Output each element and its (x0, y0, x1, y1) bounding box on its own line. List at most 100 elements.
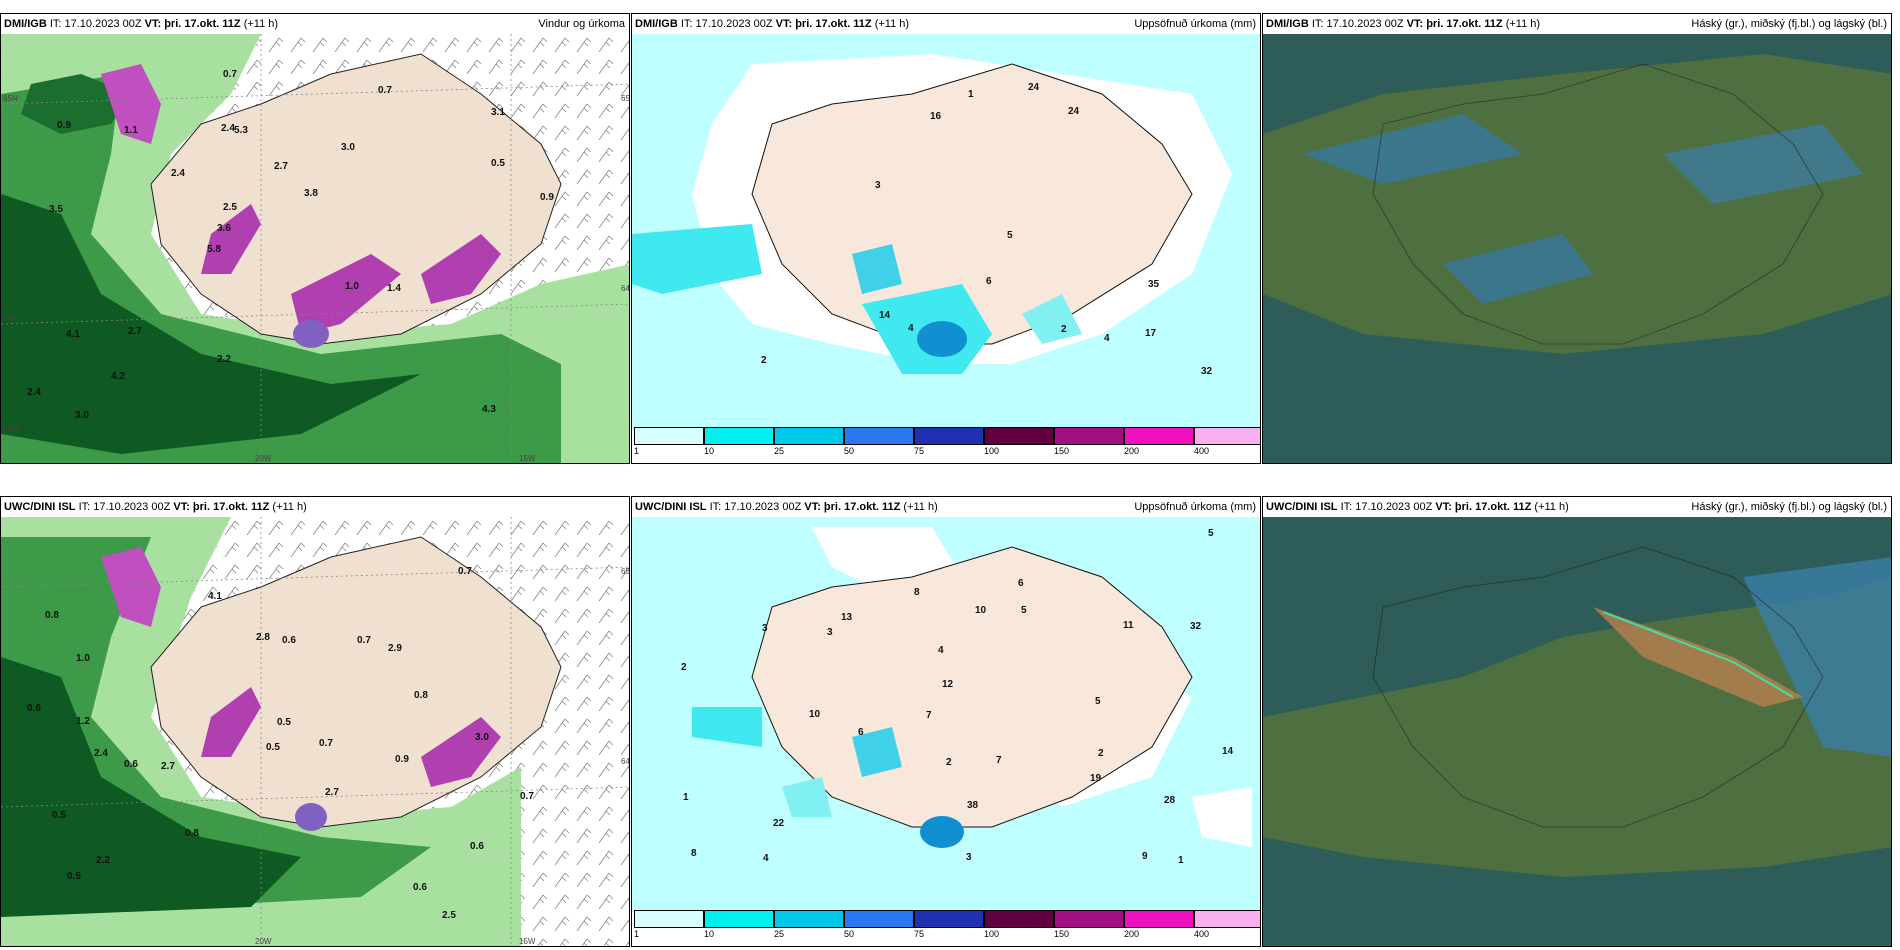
map-value-label: 1 (968, 89, 974, 100)
colorbar-tick-label: 25 (774, 446, 785, 456)
map-value-label: 2.7 (274, 161, 288, 172)
map-value-label: 5.8 (207, 244, 221, 255)
colorbar-tick-label: 25 (774, 929, 785, 939)
valid-time: VT: þri. 17.okt. 11Z (804, 501, 901, 513)
panel-header: UWC/DINI ISL IT: 17.10.2023 00Z VT: þri.… (632, 497, 1260, 517)
map-value-label: 3.6 (217, 223, 231, 234)
map-value-label: 32 (1190, 621, 1202, 632)
map-value-label: 2.7 (325, 787, 339, 798)
colorbar-swatch (1194, 427, 1260, 445)
map-value-label: 1 (1178, 855, 1184, 866)
map-value-label: 4.1 (66, 329, 80, 340)
colorbar-swatch (844, 910, 914, 928)
valid-time: VT: þri. 17.okt. 11Z (775, 18, 872, 30)
lead-time: (+11 h) (272, 501, 307, 513)
colorbar-tick-label: 150 (1054, 446, 1070, 456)
colorbar-swatch (914, 427, 984, 445)
lon-label: 20W (255, 454, 272, 463)
init-time: IT: 17.10.2023 00Z (709, 501, 802, 513)
colorbar-swatch (1124, 427, 1194, 445)
valid-time: VT: þri. 17.okt. 11Z (144, 18, 241, 30)
panel-clouds-dmi: DMI/IGB IT: 17.10.2023 00Z VT: þri. 17.o… (1262, 13, 1892, 464)
map-value-label: 2.4 (221, 123, 235, 134)
map-value-label: 24 (1028, 82, 1040, 93)
panel-title: Uppsöfnuð úrkoma (mm) (1134, 501, 1256, 513)
map-value-label: 38 (967, 800, 979, 811)
colorbar-tick-label: 10 (704, 929, 715, 939)
init-time: IT: 17.10.2023 00Z (1340, 501, 1433, 513)
map-value-label: 0.5 (277, 717, 291, 728)
colorbar-tick-label: 1 (634, 929, 640, 939)
map-value-label: 3.0 (475, 732, 489, 743)
cloud-map (1263, 517, 1891, 946)
colorbar-swatch (774, 427, 844, 445)
map-value-label: 4.2 (111, 371, 125, 382)
map-value-label: 1.0 (76, 653, 90, 664)
map-value-label: 6 (1018, 578, 1024, 589)
accum-precip-map (632, 34, 1260, 429)
map-value-label: 7 (926, 710, 932, 721)
lat-label: 65N (3, 94, 18, 103)
colorbar-swatch (704, 910, 774, 928)
lat-label: 64N (3, 314, 18, 323)
colorbar-swatch (1194, 910, 1260, 928)
map-value-label: 35 (1148, 279, 1160, 290)
colorbar-tick-label: 400 (1194, 929, 1210, 939)
map-value-label: 7 (996, 755, 1002, 766)
lead-time: (+11 h) (1534, 501, 1569, 513)
colorbar-tick-label: 400 (1194, 446, 1210, 456)
map-value-label: 0.5 (491, 158, 505, 169)
panel-accum-precip-dmi: DMI/IGB IT: 17.10.2023 00Z VT: þri. 17.o… (631, 13, 1261, 464)
map-value-label: 19 (1090, 773, 1102, 784)
lat-label: 64N (621, 757, 630, 766)
map-value-label: 2.2 (217, 354, 231, 365)
lat-label: 65N (621, 567, 630, 576)
model-name: UWC/DINI ISL (1266, 501, 1338, 513)
map-value-label: 0.6 (124, 759, 138, 770)
model-name: DMI/IGB (635, 18, 678, 30)
map-value-label: 10 (809, 709, 821, 720)
map-value-label: 0.7 (520, 791, 534, 802)
map-value-label: 0.6 (413, 882, 427, 893)
panel-title: Háský (gr.), miðský (fj.bl.) og lágský (… (1691, 18, 1887, 30)
colorbar-swatch (914, 910, 984, 928)
map-value-label: 2.4 (94, 748, 108, 759)
map-value-label: 4 (908, 323, 914, 334)
map-value-label: 3 (875, 180, 881, 191)
map-value-label: 0.8 (414, 690, 428, 701)
panel-title: Uppsöfnuð úrkoma (mm) (1134, 18, 1256, 30)
map-value-label: 22 (773, 818, 785, 829)
map-value-label: 0.6 (282, 635, 296, 646)
map-value-label: 8 (691, 848, 697, 859)
map-value-label: 1 (683, 792, 689, 803)
panel-wind-precip-dmi: DMI/IGB IT: 17.10.2023 00Z VT: þri. 17.o… (0, 13, 630, 464)
panel-header: DMI/IGB IT: 17.10.2023 00Z VT: þri. 17.o… (1263, 14, 1891, 34)
map-value-label: 2 (761, 355, 767, 366)
panel-title: Háský (gr.), miðský (fj.bl.) og lágský (… (1691, 501, 1887, 513)
precip-colorbar: 1 10 25 50 75 100 150 200 400 (632, 427, 1260, 456)
lead-time: (+11 h) (243, 18, 279, 30)
map-value-label: 0.9 (395, 754, 409, 765)
map-value-label: 24 (1068, 106, 1080, 117)
map-value-label: 14 (879, 310, 891, 321)
panel-title: Vindur og úrkoma (538, 18, 625, 30)
map-value-label: 2.8 (256, 632, 270, 643)
map-value-label: 0.9 (57, 120, 71, 131)
model-name: DMI/IGB (1266, 18, 1309, 30)
lead-time: (+11 h) (903, 501, 938, 513)
map-value-label: 2 (946, 757, 952, 768)
valid-time: VT: þri. 17.okt. 11Z (1406, 18, 1503, 30)
colorbar-tick-label: 50 (844, 446, 855, 456)
map-value-label: 0.8 (45, 610, 59, 621)
map-value-label: 0.7 (458, 566, 472, 577)
map-value-label: 4 (938, 645, 944, 656)
map-value-label: 0.6 (27, 703, 41, 714)
model-name: UWC/DINI ISL (635, 501, 707, 513)
colorbar-tick-label: 100 (984, 929, 1000, 939)
map-value-label: 3 (762, 623, 768, 634)
colorbar-tick-label: 100 (984, 446, 1000, 456)
map-value-label: 2.7 (161, 761, 175, 772)
colorbar-swatch (844, 427, 914, 445)
map-value-label: 4 (1104, 333, 1110, 344)
model-name: UWC/DINI ISL (4, 501, 76, 513)
